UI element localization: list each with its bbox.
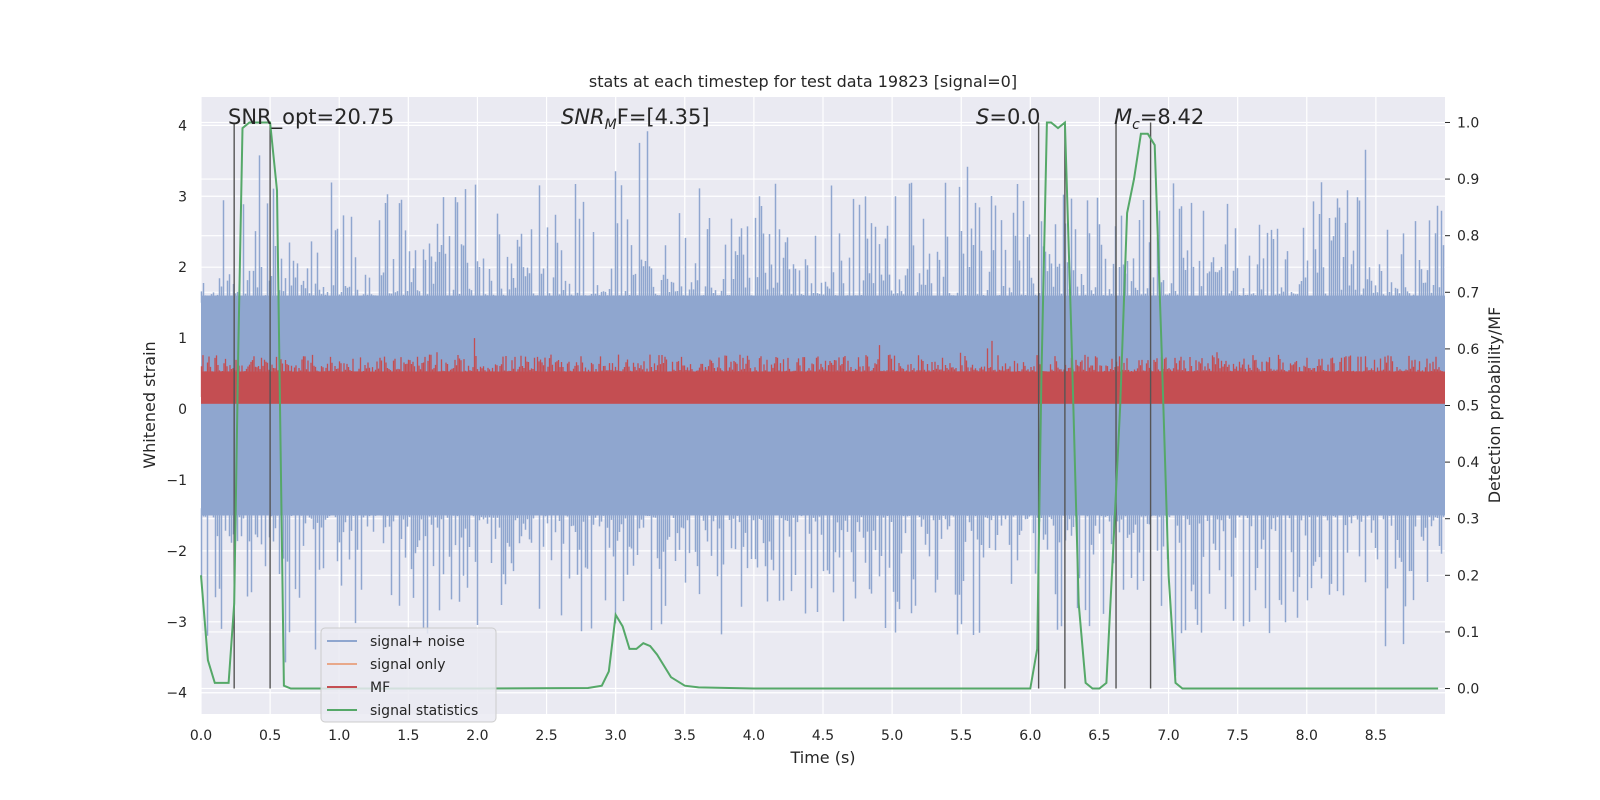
y-right-tick-label-8: 0.2 xyxy=(1457,568,1479,584)
y-right-tick-label-4: 0.6 xyxy=(1457,342,1479,358)
x-tick-label-0: 0.0 xyxy=(190,728,212,744)
x-tick-label-6: 3.0 xyxy=(605,728,627,744)
y-right-axis-label: Detection probability/MF xyxy=(1485,307,1504,504)
legend: signal+ noise signal only MF signal stat… xyxy=(320,627,497,723)
x-tick-label-1: 0.5 xyxy=(259,728,281,744)
legend-box xyxy=(320,627,497,723)
y-left-tick-label-7: −3 xyxy=(166,615,187,631)
annotation-mc: Mc=8.42 xyxy=(1114,105,1204,133)
x-tick-labels: 0.0 0.5 1.0 1.5 2.0 2.5 3.0 3.5 4.0 4.5 5.0 5.5 6.0 6… xyxy=(190,728,1387,744)
annotation-snr-mf-value: F=[4.35] xyxy=(617,105,710,129)
y-right-tick-label-7: 0.3 xyxy=(1457,512,1479,528)
y-right-tick-label-3: 0.7 xyxy=(1457,285,1479,301)
x-tick-label-15: 7.5 xyxy=(1227,728,1249,744)
x-tick-label-3: 1.5 xyxy=(397,728,419,744)
y-left-tick-label-0: 4 xyxy=(178,118,187,134)
vertical-markers xyxy=(233,122,1152,689)
annotation-snr-opt: SNR_opt=20.75 xyxy=(228,105,394,130)
y-left-tick-label-6: −2 xyxy=(166,544,187,560)
legend-label-signal-statistics: signal statistics xyxy=(370,703,478,719)
x-tick-label-14: 7.0 xyxy=(1157,728,1179,744)
chart-title: stats at each timestep for test data 198… xyxy=(589,72,1017,91)
y-left-axis-label: Whitened strain xyxy=(140,341,159,468)
y-right-tick-label-6: 0.4 xyxy=(1457,455,1479,471)
y-right-tick-label-2: 0.8 xyxy=(1457,229,1479,245)
annotation-snr-mf: SNRMF=[4.35] xyxy=(561,105,710,133)
y-right-tick-label-5: 0.5 xyxy=(1457,399,1479,415)
y-right-tick-label-1: 0.9 xyxy=(1457,172,1479,188)
x-tick-label-11: 5.5 xyxy=(950,728,972,744)
y-right-tick-labels: 1.0 0.9 0.8 0.7 0.6 0.5 0.4 0.3 0.2 0.1 0.0 xyxy=(1445,115,1479,698)
y-left-tick-label-3: 1 xyxy=(178,331,187,347)
x-tick-label-5: 2.5 xyxy=(535,728,557,744)
series-signal-noise xyxy=(200,131,1445,676)
annotation-s-value: =0.0 xyxy=(989,105,1040,129)
x-tick-label-16: 8.0 xyxy=(1296,728,1318,744)
series-mf xyxy=(200,338,1445,404)
x-tick-label-9: 4.5 xyxy=(812,728,834,744)
annotation-s-symbol: S xyxy=(976,105,989,129)
annotation-mc-value: =8.42 xyxy=(1140,105,1204,129)
annotation-mc-symbol: M xyxy=(1114,105,1132,129)
noise-band xyxy=(201,295,1445,516)
mf-trace xyxy=(200,338,1445,397)
y-left-tick-label-2: 2 xyxy=(178,260,187,276)
noise-spikes-up xyxy=(200,131,1445,303)
series-signal-statistics xyxy=(200,120,1439,690)
annotation-snr-mf-sub: M xyxy=(605,117,617,133)
legend-label-mf: MF xyxy=(370,680,390,696)
annotation-mc-sub: c xyxy=(1132,117,1140,133)
legend-label-signal-noise: signal+ noise xyxy=(370,634,465,650)
x-tick-label-10: 5.0 xyxy=(881,728,903,744)
y-left-tick-label-4: 0 xyxy=(178,402,187,418)
y-right-tick-label-0: 1.0 xyxy=(1457,115,1479,131)
x-tick-label-2: 1.0 xyxy=(328,728,350,744)
y-right-tick-label-10: 0.0 xyxy=(1457,682,1479,698)
x-tick-label-4: 2.0 xyxy=(466,728,488,744)
y-left-tick-labels: 4 3 2 1 0 −1 −2 −3 −4 xyxy=(166,118,187,701)
annotation-s: S=0.0 xyxy=(976,105,1040,129)
annotation-snr-mf-main: SNR xyxy=(561,105,605,129)
legend-label-signal-only: signal only xyxy=(370,657,445,673)
x-tick-label-12: 6.0 xyxy=(1019,728,1041,744)
y-left-tick-label-5: −1 xyxy=(166,473,187,489)
x-axis-label: Time (s) xyxy=(789,748,855,767)
x-tick-label-17: 8.5 xyxy=(1365,728,1387,744)
signal-statistics-line xyxy=(200,120,1439,690)
x-tick-label-7: 3.5 xyxy=(674,728,696,744)
x-tick-label-13: 6.5 xyxy=(1088,728,1110,744)
y-left-tick-label-8: −4 xyxy=(166,686,187,702)
y-left-tick-label-1: 3 xyxy=(178,189,187,205)
y-right-tick-label-9: 0.1 xyxy=(1457,625,1479,641)
x-tick-label-8: 4.0 xyxy=(743,728,765,744)
